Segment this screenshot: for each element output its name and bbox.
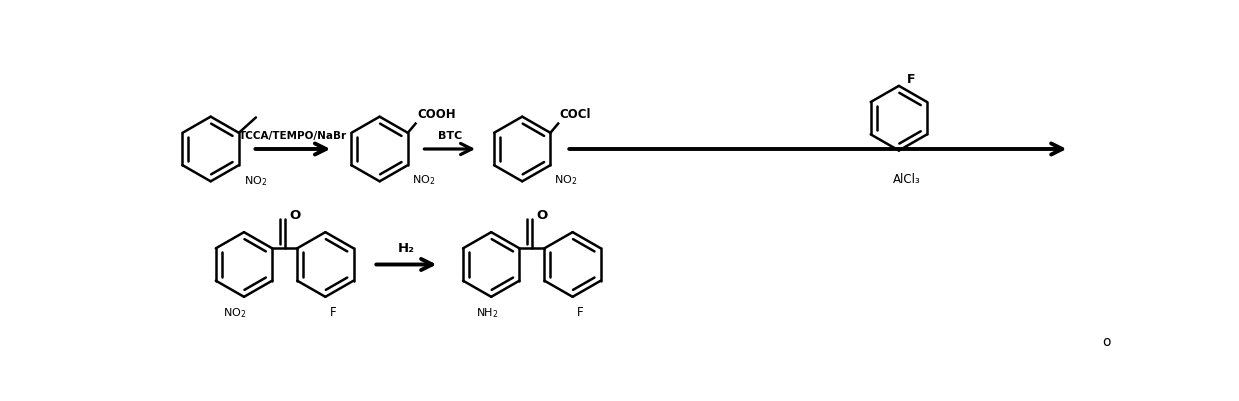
Text: F: F — [577, 306, 584, 319]
Text: AlCl₃: AlCl₃ — [893, 173, 921, 186]
Text: O: O — [290, 209, 301, 222]
Text: H₂: H₂ — [398, 242, 415, 255]
Text: BTC: BTC — [437, 131, 462, 141]
Text: NH$_2$: NH$_2$ — [476, 306, 498, 320]
Text: O: O — [536, 209, 548, 222]
Text: NO$_2$: NO$_2$ — [411, 173, 435, 186]
Text: COCl: COCl — [560, 107, 591, 120]
Text: NO$_2$: NO$_2$ — [223, 306, 247, 320]
Text: TCCA/TEMPO/NaBr: TCCA/TEMPO/NaBr — [239, 131, 347, 141]
Text: COOH: COOH — [418, 107, 456, 120]
Text: F: F — [907, 73, 916, 86]
Text: NO$_2$: NO$_2$ — [554, 173, 577, 186]
Text: NO$_2$: NO$_2$ — [244, 174, 266, 188]
Text: F: F — [330, 306, 337, 319]
Text: o: o — [1103, 335, 1111, 349]
